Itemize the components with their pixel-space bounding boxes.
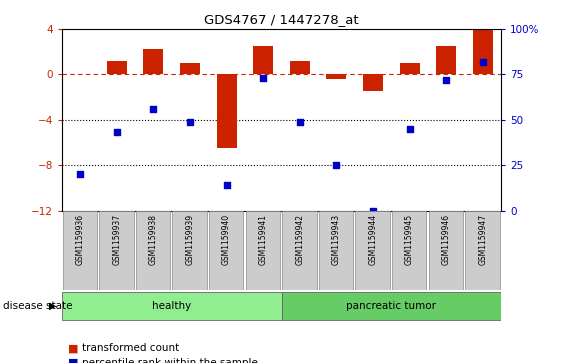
Text: pancreatic tumor: pancreatic tumor [346,301,436,311]
Text: GSM1159946: GSM1159946 [442,214,450,265]
Text: ▶: ▶ [49,301,56,311]
Text: transformed count: transformed count [82,343,179,354]
Text: healthy: healthy [152,301,191,311]
Bar [473,29,493,74]
Text: percentile rank within the sample: percentile rank within the sample [82,358,257,363]
Point [478,59,487,65]
Bar [327,74,346,79]
Point [258,75,268,81]
Bar [436,46,456,74]
Text: GSM1159938: GSM1159938 [149,214,158,265]
FancyBboxPatch shape [428,211,463,290]
Text: GSM1159940: GSM1159940 [222,214,231,265]
Point [75,171,84,177]
Point [332,162,341,168]
Text: ■: ■ [68,358,78,363]
Bar [180,63,200,74]
Text: GSM1159941: GSM1159941 [259,214,267,265]
Bar [253,46,273,74]
Text: disease state: disease state [3,301,72,311]
Text: GSM1159942: GSM1159942 [296,214,304,265]
FancyBboxPatch shape [319,211,353,290]
Text: GSM1159945: GSM1159945 [405,214,414,265]
FancyBboxPatch shape [62,292,282,320]
Point [222,182,231,188]
FancyBboxPatch shape [392,211,426,290]
Point [368,208,377,213]
FancyBboxPatch shape [62,211,97,290]
Bar [144,49,163,74]
FancyBboxPatch shape [245,211,280,290]
Text: GSM1159937: GSM1159937 [113,214,121,265]
FancyBboxPatch shape [99,211,133,290]
FancyBboxPatch shape [172,211,207,290]
Point [112,130,122,135]
Point [296,119,305,125]
FancyBboxPatch shape [282,211,316,290]
Point [185,119,195,125]
Text: GSM1159943: GSM1159943 [332,214,341,265]
Bar [290,61,310,74]
Bar [363,74,383,91]
FancyBboxPatch shape [355,211,390,290]
Text: GSM1159944: GSM1159944 [369,214,377,265]
Bar [107,61,127,74]
Title: GDS4767 / 1447278_at: GDS4767 / 1447278_at [204,13,359,26]
Point [405,126,414,132]
FancyBboxPatch shape [465,211,499,290]
Bar [217,74,236,148]
FancyBboxPatch shape [282,292,501,320]
Point [149,106,158,112]
Bar [400,63,419,74]
Text: GSM1159939: GSM1159939 [186,214,194,265]
FancyBboxPatch shape [209,211,243,290]
Text: GSM1159947: GSM1159947 [479,214,487,265]
Text: ■: ■ [68,343,78,354]
Text: GSM1159936: GSM1159936 [76,214,84,265]
Point [442,77,451,83]
FancyBboxPatch shape [136,211,170,290]
